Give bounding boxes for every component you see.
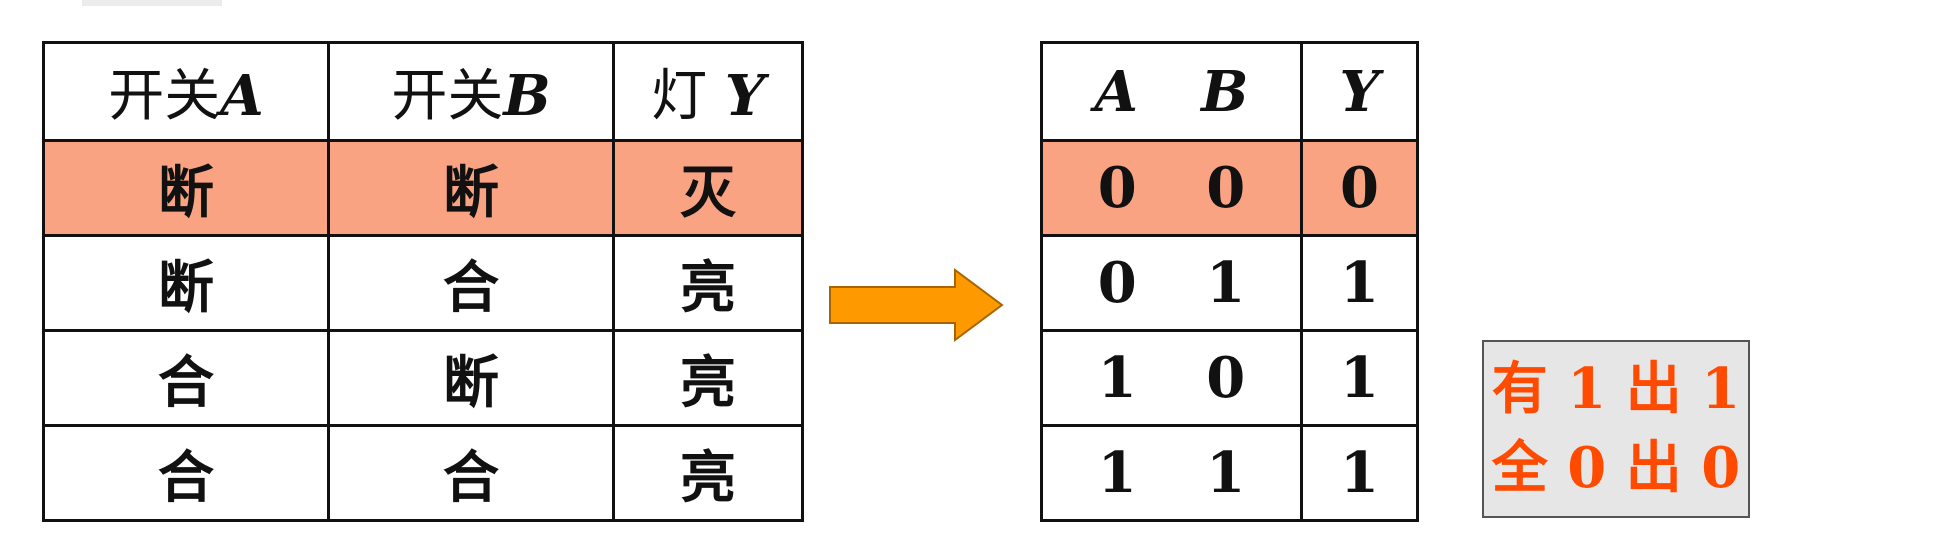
cell-b: 1 (1206, 250, 1246, 316)
header-switch-b: 开关B (327, 41, 615, 142)
header-switch-a: 开关A (42, 41, 330, 142)
cell-y: 0 (1300, 139, 1419, 237)
cell-switch-b: 合 (327, 234, 615, 332)
table-row: 合 合 亮 (42, 424, 804, 522)
header-output: Y (1300, 41, 1419, 142)
cell-switch-a: 断 (42, 139, 330, 237)
table-row: 合 断 亮 (42, 329, 804, 427)
header-b: B (1201, 58, 1249, 125)
or-rule-box: 有 1 出 1 全 0 出 0 (1482, 340, 1750, 518)
cell-switch-b: 合 (327, 424, 615, 522)
table-row: 断 合 亮 (42, 234, 804, 332)
rule-line-1: 有 1 出 1 (1491, 356, 1741, 422)
cell-y: 1 (1300, 234, 1419, 332)
cell-b: 0 (1206, 345, 1246, 411)
cell-lamp-y: 亮 (612, 234, 804, 332)
cell-switch-b: 断 (327, 329, 615, 427)
cell-switch-b: 断 (327, 139, 615, 237)
header-a: A (1094, 58, 1138, 125)
cell-switch-a: 断 (42, 234, 330, 332)
rule-line-2: 全 0 出 0 (1491, 435, 1741, 501)
cell-switch-a: 合 (42, 424, 330, 522)
top-decoration (82, 0, 222, 6)
cell-a: 0 (1097, 155, 1137, 221)
cell-b: 1 (1206, 440, 1246, 506)
header-lamp-y: 灯 Y (612, 41, 804, 142)
cell-y: 1 (1300, 424, 1419, 522)
cell-y: 1 (1300, 329, 1419, 427)
table-row: 断 断 灭 (42, 139, 804, 237)
right-arrow-icon (829, 268, 1004, 342)
cell-a: 1 (1097, 345, 1137, 411)
cell-b: 0 (1206, 155, 1246, 221)
cell-lamp-y: 亮 (612, 329, 804, 427)
cell-lamp-y: 灭 (612, 139, 804, 237)
cell-a: 1 (1097, 440, 1137, 506)
header-y: Y (1339, 58, 1380, 125)
switch-state-table: 开关A 开关B 灯 Y 断 断 灭 断 合 亮 合 断 亮 合 合 亮 (42, 41, 804, 522)
cell-lamp-y: 亮 (612, 424, 804, 522)
switch-table-header: 开关A 开关B 灯 Y (42, 41, 804, 142)
cell-a: 0 (1097, 250, 1137, 316)
cell-switch-a: 合 (42, 329, 330, 427)
